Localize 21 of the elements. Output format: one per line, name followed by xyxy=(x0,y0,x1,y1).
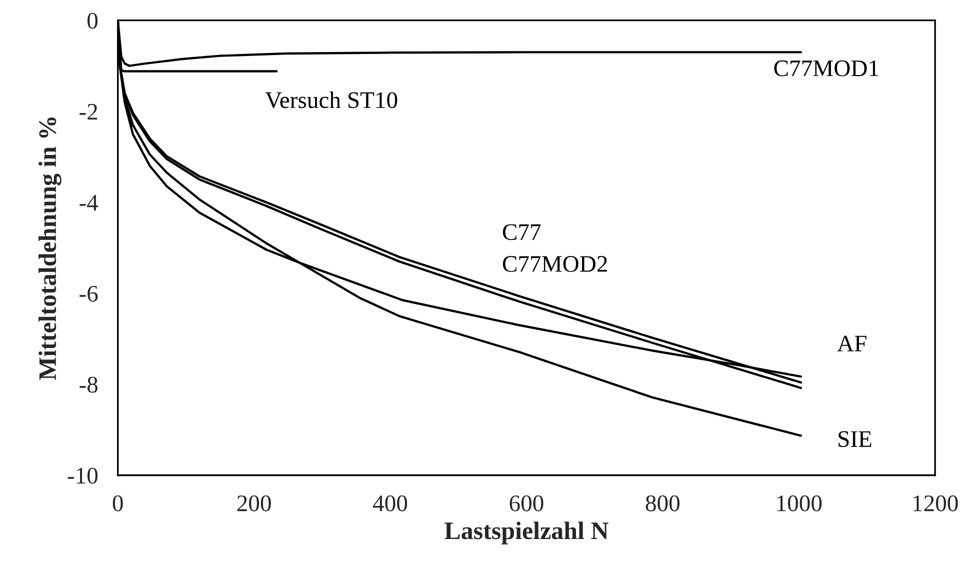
series-label: C77MOD2 xyxy=(502,256,607,272)
x-tick-label: 1200 xyxy=(914,495,958,512)
x-tick-label: 800 xyxy=(646,495,680,512)
y-tick-label: 0 xyxy=(88,12,98,29)
series-label: Versuch ST10 xyxy=(265,92,398,108)
y-axis-title: Mitteltotaldehnung in % xyxy=(38,117,62,380)
y-tick-label: -10 xyxy=(68,468,98,484)
y-tick-label: -6 xyxy=(80,286,98,302)
x-tick-label: 0 xyxy=(112,495,123,512)
text: C77 xyxy=(502,224,541,240)
x-tick-label: 400 xyxy=(373,495,408,512)
y-tick-label: -4 xyxy=(80,194,98,210)
y-tick-label: -8 xyxy=(80,376,98,393)
series-label: AF xyxy=(837,336,866,352)
x-axis-title: Lastspielzahl N xyxy=(444,522,608,544)
x-tick-label: 600 xyxy=(510,495,544,512)
x-tick-label: 1000 xyxy=(777,495,822,512)
series-label: C77MOD1 xyxy=(774,60,878,76)
series-label: SIE xyxy=(838,431,872,448)
y-tick-label: -2 xyxy=(80,104,98,120)
x-tick-label: 200 xyxy=(237,495,271,512)
